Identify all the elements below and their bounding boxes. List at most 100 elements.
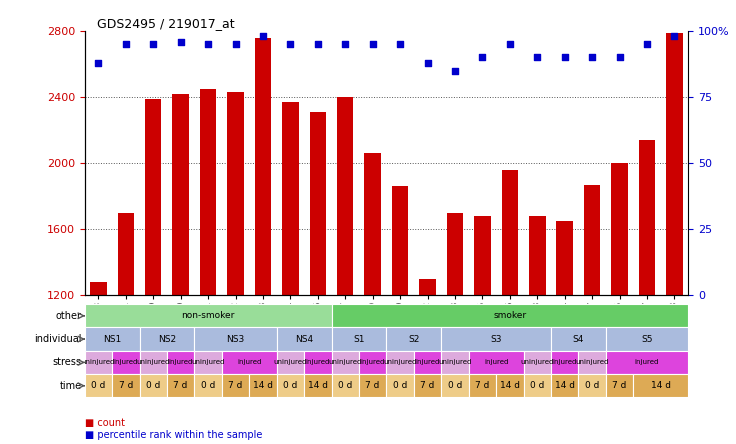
Bar [606, 328, 688, 351]
Text: 7 d: 7 d [174, 381, 188, 390]
Bar [277, 351, 304, 374]
Text: 0 d: 0 d [530, 381, 545, 390]
Text: injured: injured [635, 359, 659, 365]
Bar [222, 351, 277, 374]
Bar [112, 374, 140, 397]
Bar [612, 163, 628, 295]
Bar [145, 99, 161, 295]
Bar [442, 328, 551, 351]
Bar [386, 374, 414, 397]
Bar [447, 213, 463, 295]
Bar [85, 328, 140, 351]
Bar [85, 304, 331, 328]
Bar [386, 351, 414, 374]
Bar [140, 328, 194, 351]
Bar [140, 351, 167, 374]
Point [339, 41, 351, 48]
Text: uninjured: uninjured [383, 359, 417, 365]
Bar [469, 351, 523, 374]
Point [476, 54, 488, 61]
Point [120, 41, 132, 48]
Bar [639, 140, 655, 295]
Bar [112, 351, 140, 374]
Text: uninjured: uninjured [274, 359, 307, 365]
Point [394, 41, 406, 48]
Text: 14 d: 14 d [308, 381, 328, 390]
Bar [496, 374, 523, 397]
Text: 0 d: 0 d [585, 381, 599, 390]
Text: uninjured: uninjured [137, 359, 170, 365]
Point [504, 41, 516, 48]
Text: S1: S1 [353, 335, 365, 344]
Bar [414, 351, 442, 374]
Text: GDS2495 / 219017_at: GDS2495 / 219017_at [96, 17, 234, 30]
Point [668, 33, 680, 40]
Bar [551, 328, 606, 351]
Point [641, 41, 653, 48]
Bar [85, 374, 112, 397]
Bar [551, 374, 578, 397]
Text: injured: injured [415, 359, 439, 365]
Bar [172, 94, 189, 295]
Bar [227, 92, 244, 295]
Bar [420, 279, 436, 295]
Bar [167, 374, 194, 397]
Text: 7 d: 7 d [118, 381, 133, 390]
Text: stress: stress [53, 357, 82, 368]
Point [312, 41, 324, 48]
Text: ■ count: ■ count [85, 418, 124, 428]
Bar [556, 221, 573, 295]
Bar [331, 304, 688, 328]
Bar [578, 374, 606, 397]
Point [257, 33, 269, 40]
Bar [364, 153, 381, 295]
Text: other: other [56, 311, 82, 321]
Text: 14 d: 14 d [500, 381, 520, 390]
Text: 14 d: 14 d [651, 381, 670, 390]
Bar [359, 374, 386, 397]
Bar [194, 328, 277, 351]
Text: S3: S3 [490, 335, 502, 344]
Point [531, 54, 543, 61]
Bar [331, 328, 386, 351]
Text: injured: injured [361, 359, 385, 365]
Text: uninjured: uninjured [82, 359, 115, 365]
Bar [606, 351, 688, 374]
Bar [606, 374, 633, 397]
Text: non-smoker: non-smoker [181, 311, 235, 320]
Text: uninjured: uninjured [520, 359, 554, 365]
Point [93, 59, 105, 66]
Point [587, 54, 598, 61]
Text: injured: injured [484, 359, 509, 365]
Bar [277, 328, 331, 351]
Point [174, 38, 186, 45]
Text: S5: S5 [641, 335, 653, 344]
Text: 0 d: 0 d [338, 381, 353, 390]
Bar [392, 186, 408, 295]
Text: 0 d: 0 d [283, 381, 297, 390]
Point [147, 41, 159, 48]
Bar [578, 351, 606, 374]
Text: injured: injured [237, 359, 261, 365]
Text: 7 d: 7 d [228, 381, 243, 390]
Text: 0 d: 0 d [201, 381, 215, 390]
Bar [414, 374, 442, 397]
Bar [255, 38, 271, 295]
Bar [90, 282, 107, 295]
Bar [331, 351, 359, 374]
Point [367, 41, 378, 48]
Bar [304, 351, 331, 374]
Bar [250, 374, 277, 397]
Bar [194, 351, 222, 374]
Point [614, 54, 626, 61]
Bar [140, 374, 167, 397]
Text: injured: injured [169, 359, 193, 365]
Bar [442, 351, 469, 374]
Bar [523, 374, 551, 397]
Bar [442, 374, 469, 397]
Text: NS3: NS3 [227, 335, 244, 344]
Text: injured: injured [113, 359, 138, 365]
Text: 0 d: 0 d [91, 381, 105, 390]
Point [202, 41, 214, 48]
Text: ■ percentile rank within the sample: ■ percentile rank within the sample [85, 429, 262, 440]
